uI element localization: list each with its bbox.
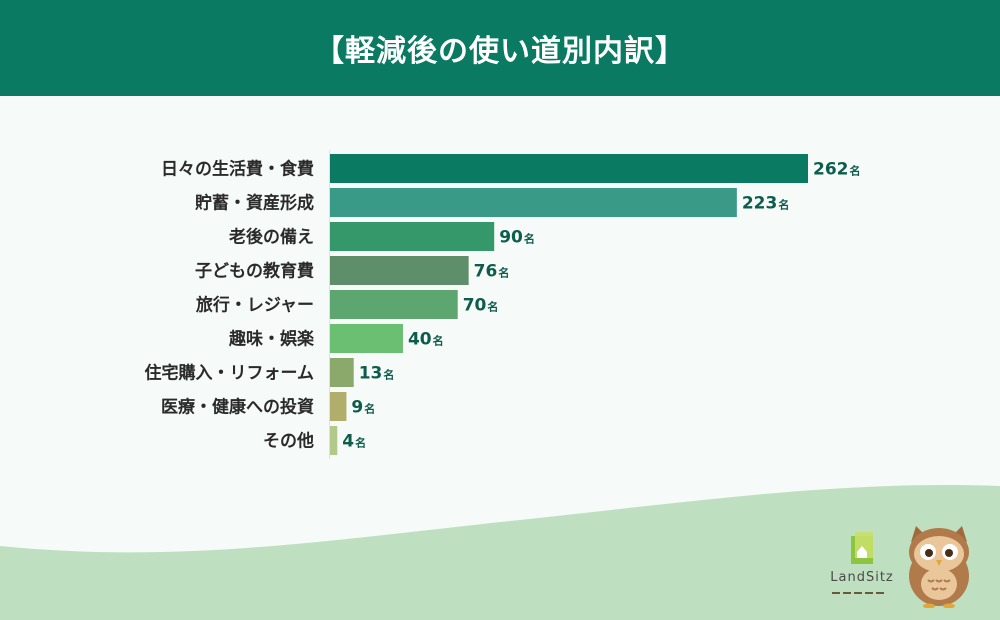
category-label: 医療・健康への投資: [161, 397, 314, 418]
house-logo-icon: [851, 532, 873, 564]
bar: [330, 222, 495, 251]
bar: [330, 392, 347, 421]
brand-name: LandSitz: [830, 570, 894, 585]
chart-title: 【軽減後の使い道別内訳】: [314, 34, 686, 69]
value-label: 9名: [351, 398, 375, 418]
bar: [330, 154, 808, 183]
category-label: 貯蓄・資産形成: [195, 193, 314, 214]
bar: [330, 324, 403, 353]
bar: [330, 256, 469, 285]
decorative-wave: [0, 484, 1000, 620]
bar: [330, 358, 354, 387]
bar: [330, 426, 338, 455]
category-label: 子どもの教育費: [195, 261, 314, 282]
owl-mascot-icon: [909, 526, 969, 608]
value-label: 4名: [342, 432, 366, 452]
value-label: 76名: [474, 262, 510, 282]
category-label: 日々の生活費・食費: [161, 159, 314, 180]
chart-area: 日々の生活費・食費 262名貯蓄・資産形成 223名老後の備え 90名子どもの教育費 7…: [0, 96, 1000, 476]
category-label: 旅行・レジャー: [196, 295, 314, 316]
value-label: 90名: [499, 228, 535, 248]
bar: [330, 188, 737, 217]
category-label: 住宅購入・リフォーム: [145, 363, 315, 384]
brand-logo: LandSitz: [822, 530, 902, 610]
bar: [330, 290, 458, 319]
category-label: 老後の備え: [228, 227, 314, 248]
category-label: その他: [263, 431, 314, 452]
value-label: 13名: [359, 364, 395, 384]
brand-underline-icon: [832, 592, 884, 594]
category-label: 趣味・娯楽: [228, 329, 315, 350]
value-label: 40名: [408, 330, 444, 350]
value-label: 262名: [813, 160, 861, 180]
value-label: 223名: [742, 194, 790, 214]
header-banner: 【軽減後の使い道別内訳】: [0, 0, 1000, 96]
value-label: 70名: [463, 296, 499, 316]
